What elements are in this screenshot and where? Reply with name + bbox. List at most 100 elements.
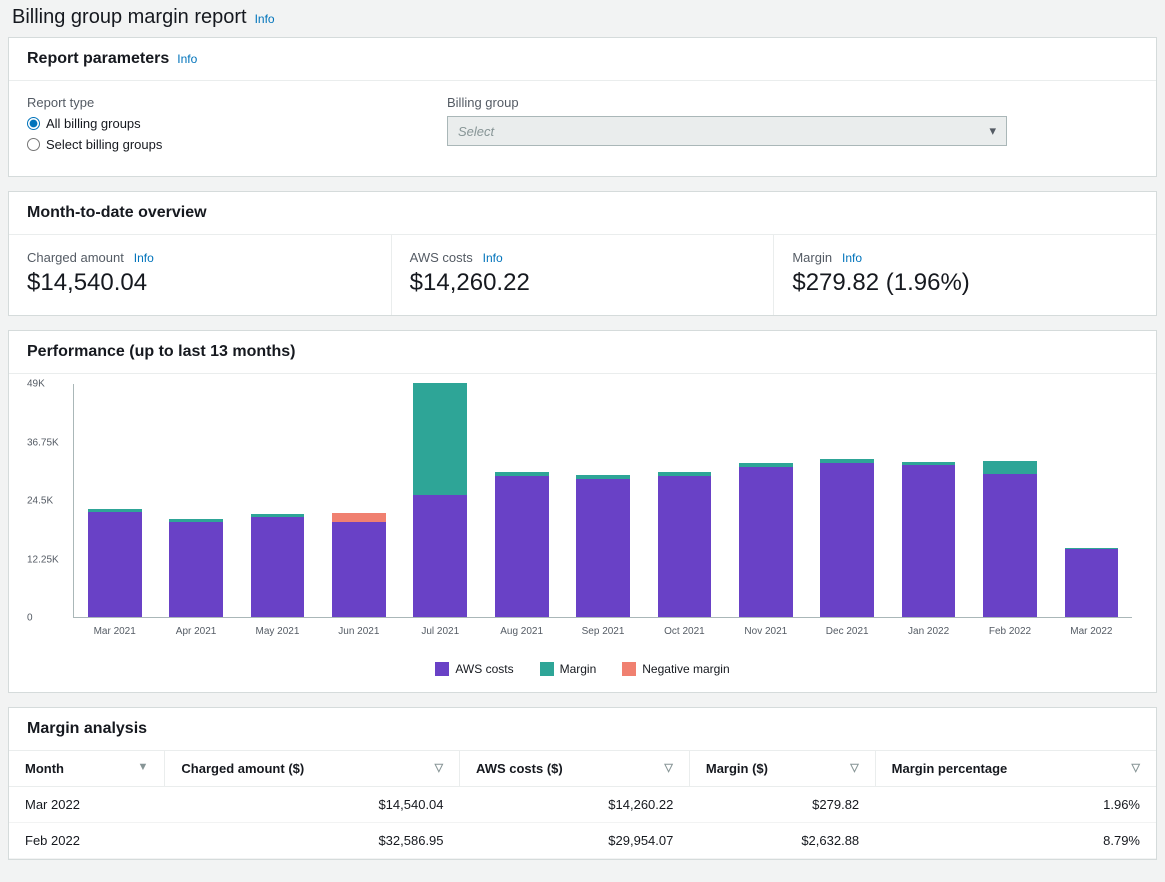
col-pct[interactable]: Margin percentage ▽ bbox=[875, 751, 1156, 787]
bar-stack[interactable] bbox=[88, 509, 142, 617]
radio-select-billing-groups[interactable]: Select billing groups bbox=[27, 137, 387, 152]
performance-title: Performance (up to last 13 months) bbox=[27, 343, 296, 361]
bar-slot: Feb 2022 bbox=[969, 384, 1050, 617]
performance-panel: Performance (up to last 13 months) Mar 2… bbox=[8, 330, 1157, 693]
charged-info-link[interactable]: Info bbox=[134, 251, 154, 265]
report-parameters-info-link[interactable]: Info bbox=[177, 52, 197, 66]
col-month[interactable]: Month ▼ bbox=[9, 751, 165, 787]
bar-segment-margin bbox=[983, 461, 1037, 474]
billing-group-select[interactable]: Select ▾ bbox=[447, 116, 1007, 146]
sort-desc-icon: ▼ bbox=[138, 761, 149, 773]
report-type-label: Report type bbox=[27, 95, 387, 110]
ytick: 49K bbox=[27, 379, 45, 390]
bar-stack[interactable] bbox=[495, 472, 549, 617]
bar-stack[interactable] bbox=[1065, 548, 1119, 617]
margin-label: Margin bbox=[792, 250, 832, 265]
bar-stack[interactable] bbox=[251, 514, 305, 617]
bar-slot: Mar 2022 bbox=[1051, 384, 1132, 617]
bar-stack[interactable] bbox=[169, 519, 223, 617]
billing-group-select-placeholder: Select bbox=[458, 124, 494, 139]
bar-slot: Nov 2021 bbox=[725, 384, 806, 617]
radio-all-input[interactable] bbox=[27, 117, 40, 130]
col-aws[interactable]: AWS costs ($) ▽ bbox=[460, 751, 690, 787]
sort-icon: ▽ bbox=[1132, 761, 1140, 774]
chart-legend: AWS costs Margin Negative margin bbox=[27, 644, 1138, 676]
bar-segment-aws bbox=[658, 476, 712, 617]
legend-negative-label: Negative margin bbox=[642, 662, 729, 676]
col-month-label: Month bbox=[25, 761, 64, 776]
bar-stack[interactable] bbox=[820, 459, 874, 617]
table-cell: 1.96% bbox=[875, 787, 1156, 823]
table-cell: Mar 2022 bbox=[9, 787, 165, 823]
bar-segment-negative bbox=[332, 513, 386, 522]
bar-segment-aws bbox=[88, 512, 142, 617]
bar-stack[interactable] bbox=[739, 463, 793, 617]
table-cell: $14,540.04 bbox=[165, 787, 460, 823]
report-parameters-panel: Report parameters Info Report type All b… bbox=[8, 37, 1157, 177]
bar-segment-aws bbox=[332, 522, 386, 618]
bar-stack[interactable] bbox=[413, 383, 467, 617]
sort-icon: ▽ bbox=[850, 761, 858, 774]
bar-slot: Dec 2021 bbox=[807, 384, 888, 617]
col-aws-label: AWS costs ($) bbox=[476, 761, 563, 776]
bar-stack[interactable] bbox=[332, 513, 386, 617]
legend-aws: AWS costs bbox=[435, 662, 513, 676]
margin-value: $279.82 (1.96%) bbox=[773, 269, 1156, 315]
aws-info-link[interactable]: Info bbox=[483, 251, 503, 265]
xtick: Nov 2021 bbox=[744, 626, 787, 637]
xtick: Oct 2021 bbox=[664, 626, 705, 637]
bar-slot: Apr 2021 bbox=[155, 384, 236, 617]
xtick: May 2021 bbox=[256, 626, 300, 637]
bar-stack[interactable] bbox=[576, 475, 630, 617]
bar-slot: May 2021 bbox=[237, 384, 318, 617]
radio-all-billing-groups[interactable]: All billing groups bbox=[27, 116, 387, 131]
page-info-link[interactable]: Info bbox=[255, 12, 275, 26]
col-charged[interactable]: Charged amount ($) ▽ bbox=[165, 751, 460, 787]
margin-info-link[interactable]: Info bbox=[842, 251, 862, 265]
legend-negative: Negative margin bbox=[622, 662, 729, 676]
xtick: Feb 2022 bbox=[989, 626, 1031, 637]
xtick: Aug 2021 bbox=[500, 626, 543, 637]
bar-segment-aws bbox=[1065, 549, 1119, 617]
legend-margin-label: Margin bbox=[560, 662, 597, 676]
table-cell: $279.82 bbox=[689, 787, 875, 823]
swatch-aws-icon bbox=[435, 662, 449, 676]
table-row[interactable]: Mar 2022$14,540.04$14,260.22$279.821.96% bbox=[9, 787, 1156, 823]
bar-stack[interactable] bbox=[658, 472, 712, 617]
table-cell: $14,260.22 bbox=[460, 787, 690, 823]
billing-group-label: Billing group bbox=[447, 95, 1138, 110]
radio-select-input[interactable] bbox=[27, 138, 40, 151]
radio-all-label: All billing groups bbox=[46, 116, 141, 131]
legend-aws-label: AWS costs bbox=[455, 662, 513, 676]
page-title: Billing group margin report bbox=[12, 6, 247, 29]
overview-title: Month-to-date overview bbox=[27, 204, 207, 222]
table-cell: $32,586.95 bbox=[165, 823, 460, 859]
chevron-down-icon: ▾ bbox=[989, 123, 996, 139]
bar-slot: Mar 2021 bbox=[74, 384, 155, 617]
bar-stack[interactable] bbox=[902, 462, 956, 617]
xtick: Mar 2021 bbox=[94, 626, 136, 637]
bar-stack[interactable] bbox=[983, 461, 1037, 617]
xtick: Jan 2022 bbox=[908, 626, 949, 637]
report-parameters-title: Report parameters bbox=[27, 50, 169, 68]
margin-analysis-title: Margin analysis bbox=[27, 720, 147, 738]
table-cell: Feb 2022 bbox=[9, 823, 165, 859]
col-charged-label: Charged amount ($) bbox=[181, 761, 304, 776]
aws-value: $14,260.22 bbox=[391, 269, 774, 315]
radio-select-label: Select billing groups bbox=[46, 137, 162, 152]
bar-segment-margin bbox=[413, 383, 467, 495]
bar-segment-aws bbox=[495, 476, 549, 617]
bar-segment-aws bbox=[169, 522, 223, 618]
table-row[interactable]: Feb 2022$32,586.95$29,954.07$2,632.888.7… bbox=[9, 823, 1156, 859]
performance-chart: Mar 2021Apr 2021May 2021Jun 2021Jul 2021… bbox=[27, 384, 1138, 644]
ytick: 24.5K bbox=[27, 496, 53, 507]
ytick: 12.25K bbox=[27, 554, 59, 565]
bar-slot: Jul 2021 bbox=[400, 384, 481, 617]
col-margin[interactable]: Margin ($) ▽ bbox=[689, 751, 875, 787]
bar-slot: Sep 2021 bbox=[562, 384, 643, 617]
table-cell: 8.79% bbox=[875, 823, 1156, 859]
col-margin-label: Margin ($) bbox=[706, 761, 768, 776]
bar-slot: Aug 2021 bbox=[481, 384, 562, 617]
aws-label: AWS costs bbox=[410, 250, 473, 265]
bar-segment-aws bbox=[983, 474, 1037, 617]
